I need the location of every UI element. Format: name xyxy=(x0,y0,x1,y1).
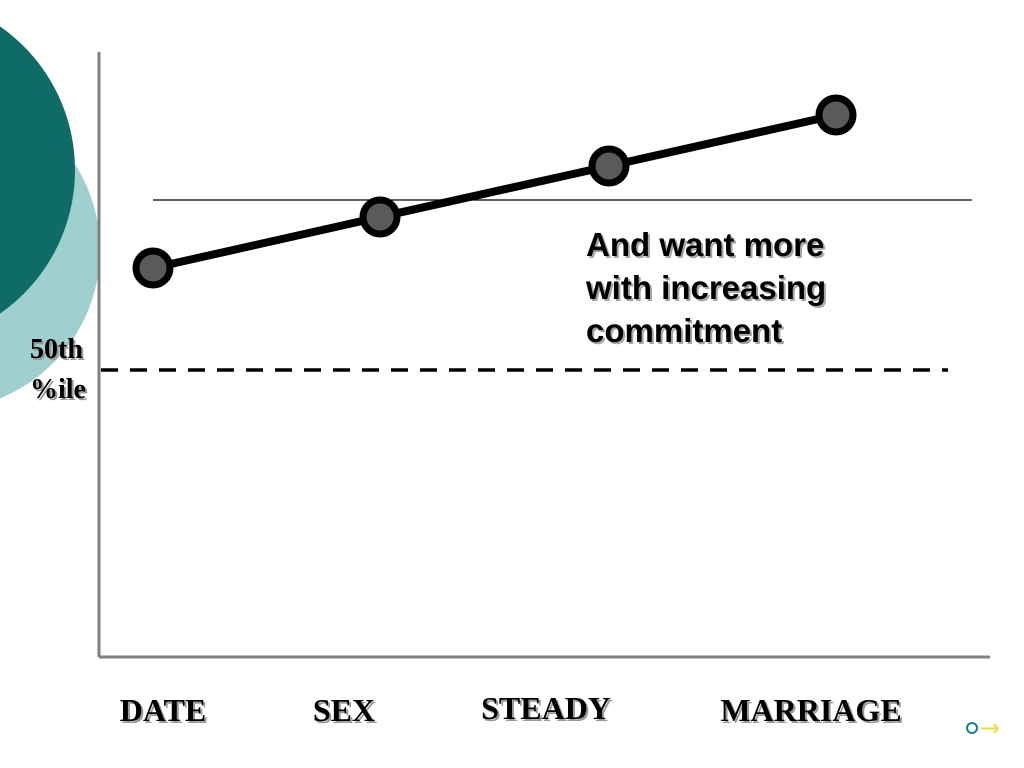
x-tick-label-sex: SEX xyxy=(313,692,375,728)
x-tick-label-shadow-steady: STEADY xyxy=(483,692,613,728)
data-point-steady xyxy=(588,145,630,187)
data-point-sex xyxy=(359,196,401,238)
x-tick-label-shadow-marriage: MARRIAGE xyxy=(722,694,903,730)
annotation-line-2: with increasing xyxy=(586,269,827,306)
series-line xyxy=(152,111,837,272)
y-label-line-1: 50th xyxy=(30,334,83,365)
y-label-line-2: %ile xyxy=(30,374,86,405)
circle-outline-icon[interactable] xyxy=(966,722,978,734)
x-tick-label-marriage: MARRIAGE xyxy=(720,692,901,728)
x-tick-label-shadow-date: DATE xyxy=(122,694,209,730)
data-point-date xyxy=(132,247,174,289)
x-tick-label-date: DATE xyxy=(120,692,207,728)
annotation-line-3: commitment xyxy=(586,312,783,349)
y-axis-label: 50th %ile xyxy=(30,330,86,410)
x-tick-label-shadow-sex: SEX xyxy=(315,694,377,730)
chart-annotation: And want more with increasing commitment xyxy=(586,223,826,352)
decorative-circles xyxy=(0,26,100,399)
x-tick-label-steady: STEADY xyxy=(481,690,611,726)
data-point-marriage xyxy=(815,94,857,136)
slide-navigation[interactable]: → xyxy=(966,716,1000,740)
annotation-line-1: And want more xyxy=(586,226,825,263)
right-arrow-icon[interactable]: → xyxy=(980,714,1001,742)
deco-dark-circle xyxy=(0,26,75,314)
